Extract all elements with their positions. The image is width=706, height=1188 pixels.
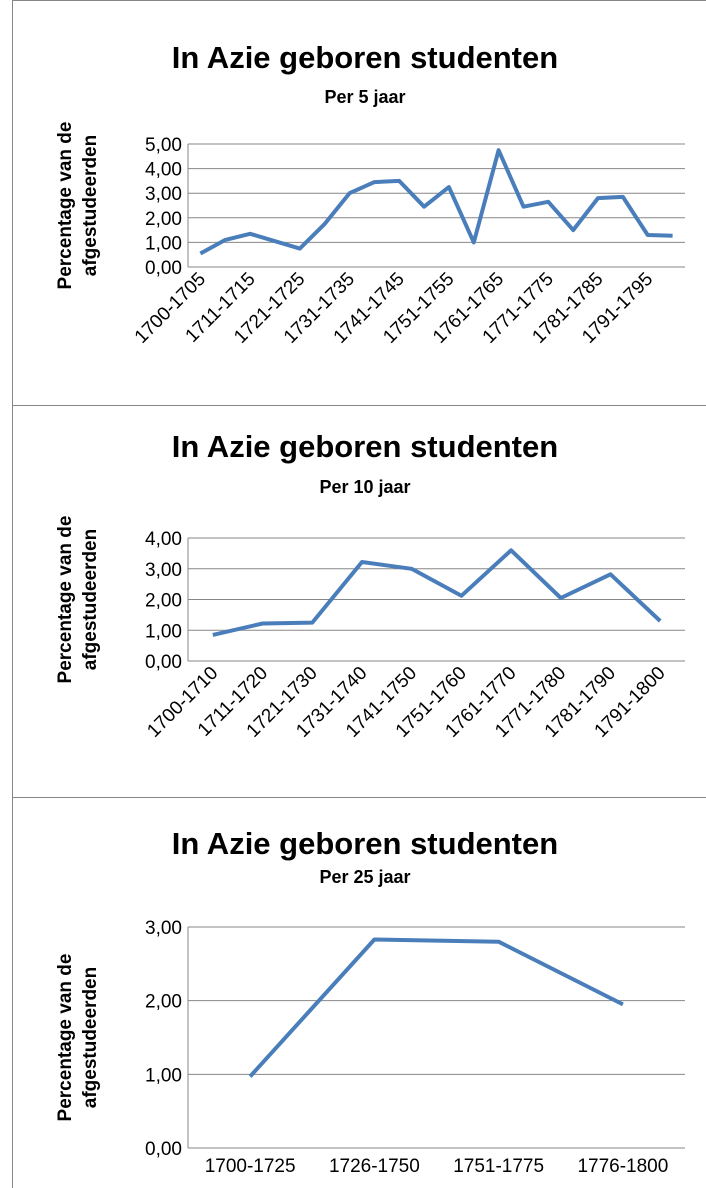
y-tick-label: 3,00 (145, 184, 182, 205)
x-tick-label: 1776-1800 (577, 1156, 668, 1177)
chart-title: In Azie geboren studenten (172, 40, 558, 75)
y-tick-label: 3,00 (145, 918, 182, 939)
y-axis-title: Percentage van de (55, 516, 76, 684)
chart-title: In Azie geboren studenten (172, 826, 558, 861)
data-line (248, 937, 624, 1078)
data-line (212, 548, 662, 637)
y-axis-title: Percentage van de (55, 122, 76, 290)
y-tick-label: 3,00 (145, 560, 182, 581)
chart-subtitle: Per 10 jaar (319, 477, 410, 497)
y-tick-label: 2,00 (145, 992, 182, 1013)
x-tick-label: 1751-1775 (453, 1156, 544, 1177)
y-axis-title: Percentage van de (55, 954, 76, 1122)
y-tick-label: 4,00 (145, 160, 182, 181)
y-axis-title: afgestudeerden (80, 135, 101, 276)
y-tick-label: 2,00 (145, 591, 182, 612)
y-tick-label: 2,00 (145, 209, 182, 230)
y-tick-label: 0,00 (145, 1139, 182, 1160)
y-tick-label: 1,00 (145, 621, 182, 642)
chart-subtitle: Per 5 jaar (324, 87, 405, 107)
x-tick-label: 1700-1725 (205, 1156, 296, 1177)
x-tick-label: 1726-1750 (329, 1156, 420, 1177)
y-tick-label: 4,00 (145, 529, 182, 550)
chart-subtitle: Per 25 jaar (319, 867, 410, 887)
y-axis-title: afgestudeerden (80, 529, 101, 670)
y-tick-label: 1,00 (145, 1065, 182, 1086)
y-axis-title: afgestudeerden (80, 967, 101, 1108)
data-line (199, 148, 673, 256)
y-tick-label: 0,00 (145, 652, 182, 673)
y-tick-label: 0,00 (145, 258, 182, 279)
y-tick-label: 1,00 (145, 233, 182, 254)
y-tick-label: 5,00 (145, 135, 182, 156)
chart-frame (12, 797, 706, 1188)
chart-title: In Azie geboren studenten (172, 429, 558, 464)
